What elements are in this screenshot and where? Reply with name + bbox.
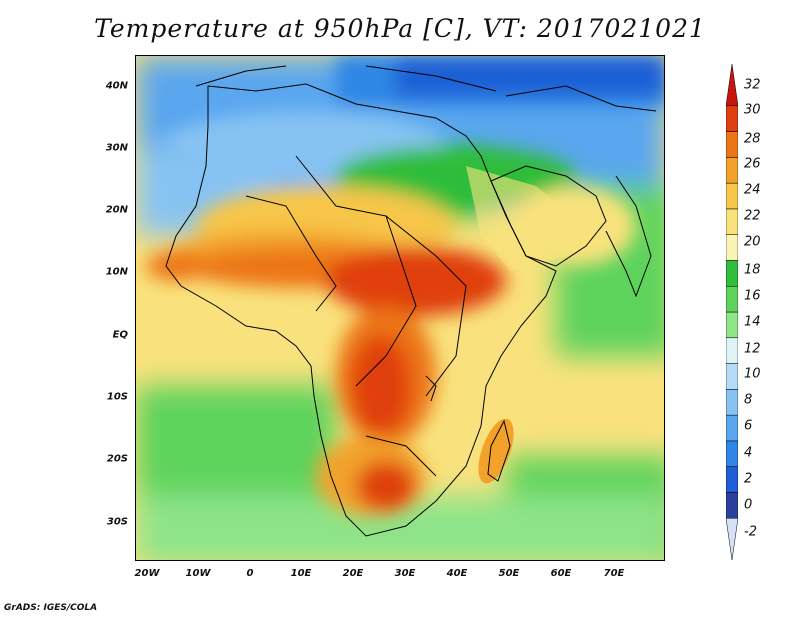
lat-label: 40N [105, 80, 128, 92]
lon-label: 10W [185, 568, 211, 579]
colorbar-swatch [726, 517, 738, 561]
colorbar-swatch [726, 492, 738, 519]
colorbar-label: 28 [744, 131, 761, 147]
colorbar-label: 26 [744, 156, 761, 172]
lat-label: 10S [106, 391, 128, 403]
colorbar-swatch [726, 260, 738, 287]
lon-label: 10E [290, 568, 312, 579]
lon-label: 70E [603, 568, 625, 579]
colorbar-swatch [726, 440, 738, 467]
colorbar-swatch [726, 63, 738, 107]
colorbar-label: 18 [744, 262, 761, 278]
lat-label: 30S [106, 516, 128, 528]
temperature-map [135, 55, 665, 561]
lat-label: 10N [105, 266, 128, 278]
colorbar-swatch [726, 311, 738, 339]
colorbar [726, 63, 738, 561]
colorbar-label: 32 [744, 77, 761, 93]
colorbar-swatch [726, 234, 738, 261]
colorbar-swatches [726, 63, 738, 561]
colorbar-label: 0 [744, 497, 753, 513]
colorbar-swatch [726, 389, 738, 416]
colorbar-label: 16 [744, 288, 761, 304]
colorbar-label: 30 [744, 102, 761, 118]
lon-label: 40E [446, 568, 468, 579]
colorbar-label: -2 [744, 524, 757, 540]
colorbar-swatch [726, 414, 738, 442]
colorbar-swatch [726, 363, 738, 390]
lon-label: 50E [498, 568, 520, 579]
colorbar-swatch [726, 182, 738, 210]
lat-label: EQ [112, 329, 128, 341]
colorbar-label: 8 [744, 392, 753, 408]
colorbar-label: 2 [744, 471, 753, 487]
credit-text: GrADS: IGES/COLA [4, 603, 98, 613]
colorbar-swatch [726, 208, 738, 235]
colorbar-swatch [726, 337, 738, 364]
lat-label: 20S [106, 453, 128, 465]
lon-label: 20E [342, 568, 364, 579]
chart-title: Temperature at 950hPa [C], VT: 201702102… [94, 14, 706, 43]
colorbar-swatch [726, 285, 738, 313]
colorbar-label: 10 [744, 366, 761, 382]
lat-label: 20N [105, 204, 128, 216]
colorbar-label: 6 [744, 418, 753, 434]
colorbar-label: 24 [744, 182, 761, 198]
lon-label: 30E [394, 568, 416, 579]
temperature-field [146, 56, 664, 516]
colorbar-label: 12 [744, 341, 761, 357]
lon-label: 0 [246, 568, 254, 579]
colorbar-swatch [726, 466, 738, 493]
colorbar-swatch [726, 131, 738, 158]
lat-label: 30N [105, 142, 128, 154]
lon-label: 60E [550, 568, 572, 579]
colorbar-swatch [726, 157, 738, 184]
coastlines [165, 65, 657, 537]
lon-label: 20W [134, 568, 160, 579]
colorbar-swatch [726, 105, 738, 132]
map-canvas [136, 56, 664, 560]
colorbar-label: 20 [744, 234, 761, 250]
colorbar-label: 14 [744, 314, 761, 330]
colorbar-label: 22 [744, 208, 761, 224]
colorbar-label: 4 [744, 445, 753, 461]
madagascar [478, 418, 514, 484]
